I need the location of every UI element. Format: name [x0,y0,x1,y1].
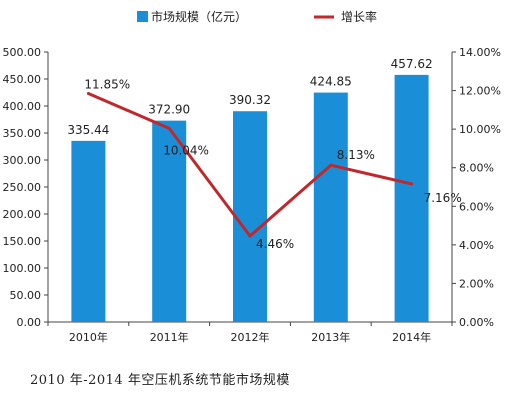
right-tick-label: 14.00% [459,46,501,59]
growth-value-label: 11.85% [84,77,130,91]
growth-value-label: 4.46% [256,237,294,251]
bar-value-label: 372.90 [148,103,190,117]
bars [71,74,429,323]
right-tick-label: 6.00% [459,200,494,213]
data-labels: 335.44 372.90 390.32 424.85 457.62 11.85% 10.0… [67,57,461,251]
left-tick-label: 450.00 [3,73,42,86]
right-tick-label: 8.00% [459,162,494,175]
growth-rate-point [248,234,252,238]
left-tick-label: 150.00 [3,235,42,248]
growth-rate-point [410,182,414,186]
legend-line-label: 增长率 [341,9,377,24]
right-tick-label: 12.00% [459,85,501,98]
growth-value-label: 7.16% [424,191,462,205]
right-tick-label: 4.00% [459,239,494,252]
growth-value-label: 10.04% [163,143,209,157]
growth-line [86,91,414,238]
legend-bar-swatch [137,11,148,22]
left-tick-label: 200.00 [3,208,42,221]
x-tick-label: 2012年 [231,330,270,344]
right-tick-label: 10.00% [459,123,501,136]
x-tick-label: 2013年 [311,330,350,344]
left-tick-label: 250.00 [3,181,42,194]
left-tick-label: 500.00 [3,46,42,59]
bar [394,74,429,323]
left-tick-label: 300.00 [3,154,42,167]
bar-value-label: 457.62 [391,57,433,71]
axes: 0.00 50.00 100.00 150.00 200.00 250.00 300.00 3… [3,46,501,344]
growth-value-label: 8.13% [337,148,375,162]
right-tick-label: 2.00% [459,277,494,290]
bar [233,111,267,322]
growth-rate-point [86,91,90,95]
bar [152,120,187,322]
bar-value-label: 424.85 [310,75,352,89]
left-tick-label: 350.00 [3,127,42,140]
right-tick-label: 0.00% [459,316,494,329]
growth-rate-point [329,163,333,167]
x-tick-label: 2010年 [69,330,108,344]
left-tick-label: 50.00 [10,289,42,302]
bar [313,92,348,323]
x-tick-label: 2014年 [392,330,431,344]
legend: 市场规模（亿元） 增长率 [137,9,377,24]
bar-value-label: 335.44 [67,123,109,137]
left-tick-label: 100.00 [3,262,42,275]
chart-caption: 2010 年-2014 年空压机系统节能市场规模 [30,373,290,388]
left-tick-label: 0.00 [17,316,42,329]
growth-rate-point [167,126,171,130]
left-tick-label: 400.00 [3,100,42,113]
legend-bar-label: 市场规模（亿元） [151,9,247,24]
bar-value-label: 390.32 [229,93,271,107]
x-tick-label: 2011年 [150,330,189,344]
bar [71,140,106,322]
